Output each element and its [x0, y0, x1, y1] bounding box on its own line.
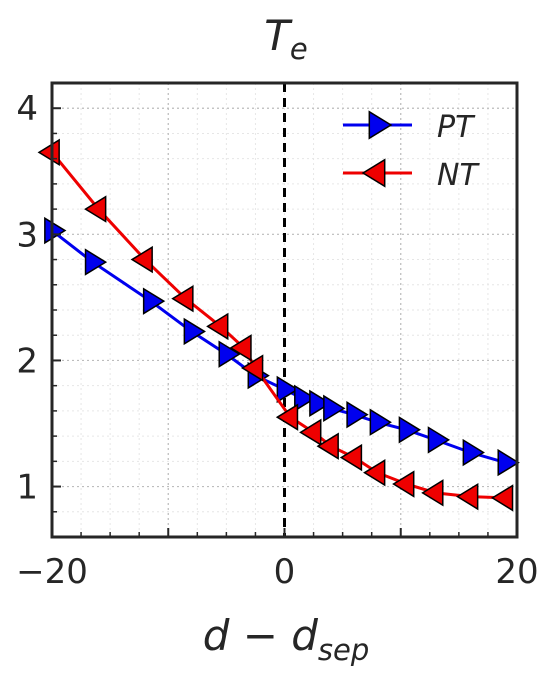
data-point-pt	[462, 438, 485, 467]
data-point-nt	[206, 312, 229, 341]
data-point-pt	[369, 408, 392, 436]
data-point-nt	[421, 479, 444, 507]
data-point-nt	[229, 334, 252, 362]
chart-title-main: T	[264, 11, 293, 60]
chart-title: Te	[264, 11, 308, 66]
data-point-pt	[427, 426, 451, 454]
data-point-pt	[309, 389, 332, 418]
x-tick-label: 0	[274, 552, 296, 592]
legend: PT NT	[343, 110, 480, 193]
x-tick-label: 20	[495, 552, 538, 592]
x-axis-label-subscript: sep	[318, 633, 369, 667]
tick-labels: −20 0 20 1 2 3 4	[16, 89, 539, 592]
data-point-pt	[323, 394, 346, 423]
data-point-nt	[37, 138, 60, 167]
series-layer	[37, 138, 520, 512]
ticks	[52, 82, 489, 538]
data-point-nt	[490, 484, 514, 512]
data-point-pt	[346, 400, 369, 429]
series-pt	[44, 216, 520, 477]
series-nt	[37, 138, 514, 512]
data-point-pt	[44, 216, 67, 245]
legend-marker-nt	[361, 158, 386, 188]
data-point-pt	[84, 248, 108, 276]
data-point-nt	[392, 470, 415, 498]
data-point-pt	[142, 287, 166, 315]
data-point-nt	[241, 354, 264, 382]
series-line-nt	[50, 151, 506, 500]
data-point-nt	[299, 418, 322, 447]
data-point-nt	[130, 245, 153, 274]
data-point-nt	[456, 482, 479, 511]
data-point-nt	[363, 458, 386, 487]
data-point-pt	[276, 375, 299, 404]
x-axis-label-main: d − d	[203, 611, 319, 660]
data-point-pt	[218, 340, 241, 368]
data-point-pt	[294, 384, 317, 412]
data-point-nt	[171, 284, 194, 313]
y-tick-label: 1	[16, 468, 38, 508]
legend-label-pt: PT	[437, 110, 476, 145]
data-point-nt	[339, 443, 363, 472]
data-point-nt	[84, 195, 107, 223]
y-tick-label: 2	[16, 341, 38, 381]
legend-label-nt: NT	[437, 158, 480, 193]
y-tick-label: 4	[16, 89, 38, 129]
data-point-nt	[275, 403, 299, 431]
y-tick-label: 3	[16, 215, 38, 255]
chart-title-subscript: e	[290, 32, 308, 66]
x-axis-label: d − dsep	[203, 611, 370, 667]
legend-marker-pt	[368, 110, 393, 140]
data-point-pt	[183, 317, 206, 346]
data-point-nt	[316, 432, 339, 460]
data-point-pt	[497, 448, 520, 477]
x-tick-label: −20	[16, 552, 88, 592]
data-point-pt	[398, 416, 421, 444]
